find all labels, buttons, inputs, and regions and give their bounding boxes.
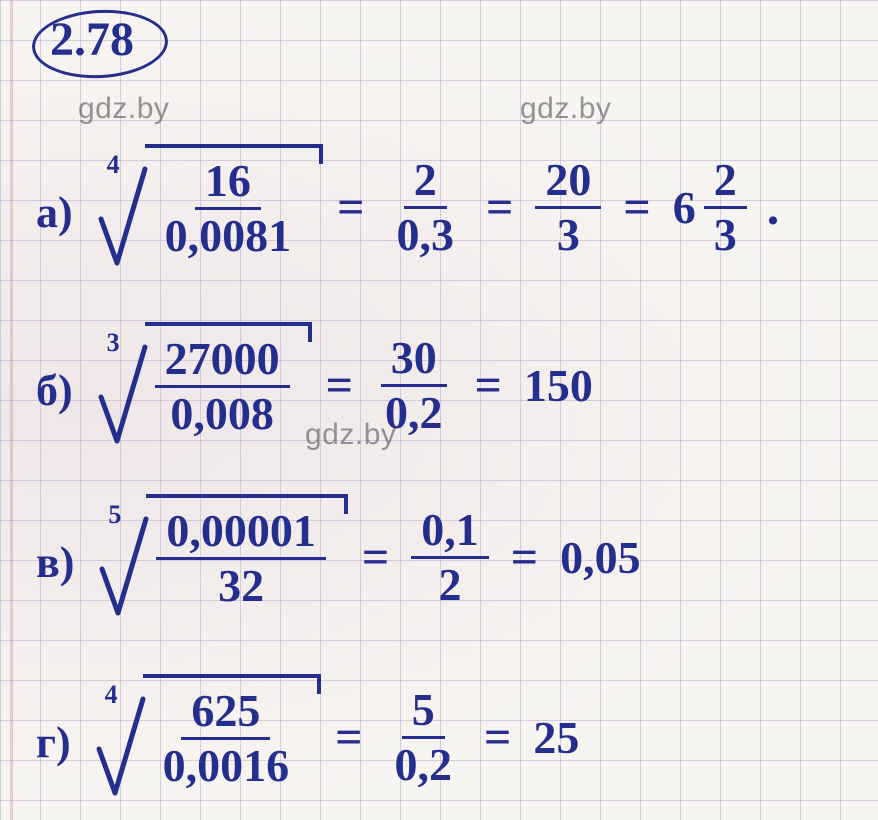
graph-paper: gdz.by gdz.by gdz.by 2.78 а) 4 16 0,0081… (0, 0, 878, 820)
row-a-radicand: 16 0,0081 (155, 157, 302, 261)
mixed-num: 2 (704, 156, 747, 209)
row-d-label: г) (36, 707, 71, 768)
equation-row-c: в) 5 0,00001 32 = 0,1 2 = 0,05 (36, 500, 641, 615)
row-b-result: 150 (524, 359, 593, 412)
equals-sign: = (471, 358, 506, 413)
row-b-label: б) (36, 355, 73, 416)
equals-sign: = (480, 710, 515, 765)
equals-sign: = (322, 358, 357, 413)
row-d-result: 25 (533, 711, 579, 764)
frac-num: 5 (402, 686, 445, 739)
vinculum-tick (308, 322, 312, 342)
vinculum (143, 674, 322, 678)
radicand-num: 16 (195, 157, 261, 210)
vinculum (145, 322, 312, 326)
vinculum (146, 494, 348, 498)
row-b-root: 3 27000 0,008 (97, 328, 304, 443)
frac-num: 20 (535, 156, 601, 209)
row-a-step2: 20 3 (535, 156, 601, 260)
radicand-den: 32 (208, 560, 274, 610)
equation-row-a: а) 4 16 0,0081 = 2 0,3 = 20 3 = (36, 150, 779, 265)
equals-sign: = (482, 180, 517, 235)
row-c-result: 0,05 (560, 531, 641, 584)
row-b-step1: 30 0,2 (375, 334, 453, 438)
equation-row-d: г) 4 625 0,0016 = 5 0,2 = 25 (36, 680, 579, 795)
watermark-top-left: gdz.by (78, 92, 169, 126)
root-index: 3 (107, 328, 120, 358)
radicand-num: 625 (181, 687, 270, 740)
frac-num: 2 (404, 156, 447, 209)
vinculum (145, 144, 324, 148)
frac-den: 0,2 (375, 387, 453, 437)
frac-num: 0,1 (411, 506, 489, 559)
root-index: 4 (107, 150, 120, 180)
radical-icon (98, 513, 154, 621)
left-margin-line (10, 0, 13, 820)
vinculum-tick (319, 144, 323, 164)
period: . (765, 178, 780, 236)
row-a-step1: 2 0,3 (387, 156, 465, 260)
equals-sign: = (333, 180, 368, 235)
row-b-radicand: 27000 0,008 (155, 335, 290, 439)
problem-number: 2.78 (50, 12, 134, 67)
radicand-num: 27000 (155, 335, 290, 388)
frac-num: 30 (381, 334, 447, 387)
frac-den: 0,3 (387, 209, 465, 259)
row-c-label: в) (36, 527, 74, 588)
equation-row-b: б) 3 27000 0,008 = 30 0,2 = 150 (36, 328, 593, 443)
row-d-step1: 5 0,2 (385, 686, 463, 790)
row-a-label: а) (36, 177, 73, 238)
row-a-root: 4 16 0,0081 (97, 150, 316, 265)
equals-sign: = (619, 180, 654, 235)
radicand-num: 0,00001 (156, 507, 326, 560)
row-c-root: 5 0,00001 32 (98, 500, 340, 615)
radicand-den: 0,0016 (153, 740, 300, 790)
equals-sign: = (331, 710, 366, 765)
vinculum-tick (317, 674, 321, 694)
radical-icon (97, 341, 153, 449)
row-c-radicand: 0,00001 32 (156, 507, 326, 611)
frac-den: 0,2 (385, 739, 463, 789)
radical-icon (95, 693, 151, 801)
root-index: 4 (105, 680, 118, 710)
row-a-result: 6 2 3 (673, 156, 747, 260)
watermark-top-right: gdz.by (520, 92, 611, 126)
row-c-step1: 0,1 2 (411, 506, 489, 610)
radical-icon (97, 163, 153, 271)
vinculum-tick (344, 494, 348, 514)
frac-den: 2 (429, 559, 472, 609)
row-d-root: 4 625 0,0016 (95, 680, 314, 795)
row-d-radicand: 625 0,0016 (153, 687, 300, 791)
equals-sign: = (507, 530, 542, 585)
equals-sign: = (358, 530, 393, 585)
frac-den: 3 (547, 209, 590, 259)
root-index: 5 (108, 500, 121, 530)
radicand-den: 0,0081 (155, 210, 302, 260)
mixed-whole: 6 (673, 181, 696, 234)
radicand-den: 0,008 (160, 388, 284, 438)
mixed-den: 3 (704, 209, 747, 259)
